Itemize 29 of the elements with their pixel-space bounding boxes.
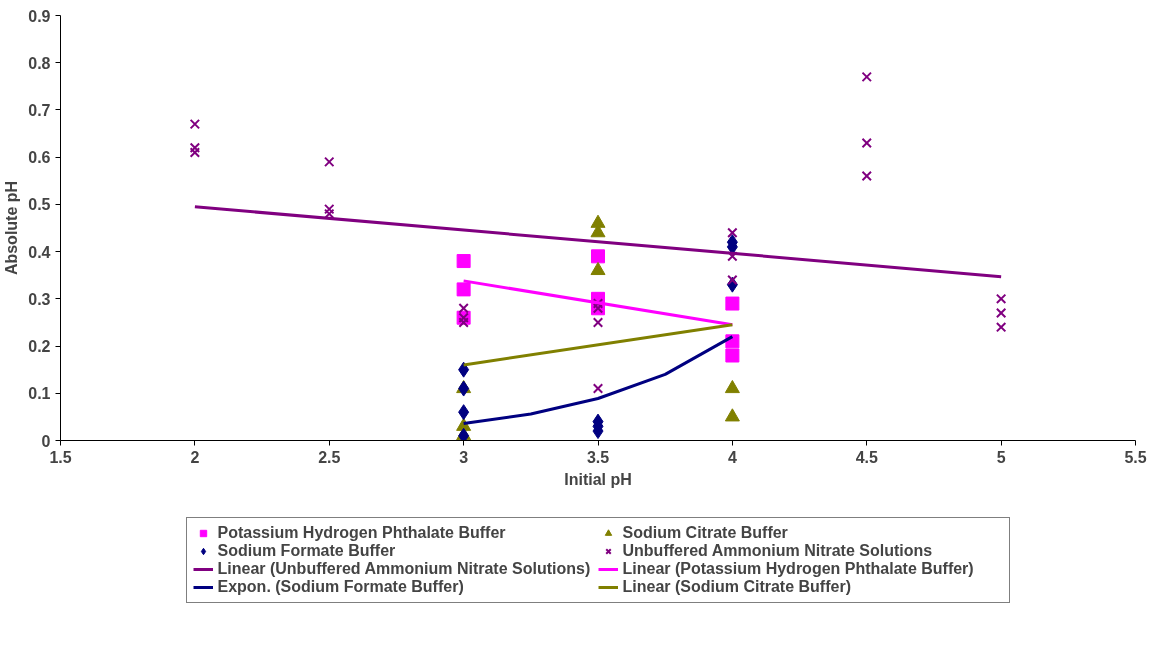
x-tick-label: 3 bbox=[459, 448, 469, 466]
x-tick-label: 4 bbox=[727, 448, 737, 466]
x-axis-title: Initial pH bbox=[564, 470, 632, 488]
y-tick-label: 0.8 bbox=[28, 54, 51, 72]
legend-label: Sodium Citrate Buffer bbox=[622, 524, 789, 542]
legend-label: Expon. (Sodium Formate Buffer) bbox=[217, 578, 465, 596]
x-tick-label: 1.5 bbox=[49, 448, 72, 466]
legend-label: Potassium Hydrogen Phthalate Buffer bbox=[217, 524, 507, 542]
x-tick-label: 5.5 bbox=[1124, 448, 1147, 466]
y-tick-label: 0.9 bbox=[28, 7, 51, 25]
legend-label: Linear (Unbuffered Ammonium Nitrate Solutions) bbox=[217, 560, 592, 578]
y-tick-label: 0.5 bbox=[28, 196, 51, 214]
legend-label: Sodium Formate Buffer bbox=[217, 542, 397, 560]
y-tick-label: 0.6 bbox=[28, 149, 51, 167]
y-tick-label: 0.2 bbox=[28, 338, 51, 356]
y-tick-label: 0.7 bbox=[28, 101, 51, 119]
y-axis-title: Absolute pH bbox=[3, 180, 21, 276]
y-tick-label: 0.4 bbox=[28, 243, 51, 261]
y-tick-label: 0 bbox=[41, 432, 51, 450]
legend-label: Linear (Sodium Citrate Buffer) bbox=[622, 578, 852, 596]
x-tick-label: 2 bbox=[190, 448, 200, 466]
legend-label: Unbuffered Ammonium Nitrate Solutions bbox=[622, 542, 934, 560]
x-tick-label: 5 bbox=[996, 448, 1006, 466]
y-tick-label: 0.3 bbox=[28, 290, 51, 308]
y-tick-label: 0.1 bbox=[28, 385, 51, 403]
x-tick-label: 4.5 bbox=[855, 448, 878, 466]
x-tick-label: 3.5 bbox=[586, 448, 610, 466]
x-tick-label: 2.5 bbox=[318, 448, 341, 466]
legend-label: Linear (Potassium Hydrogen Phthalate Buffer) bbox=[622, 560, 975, 578]
